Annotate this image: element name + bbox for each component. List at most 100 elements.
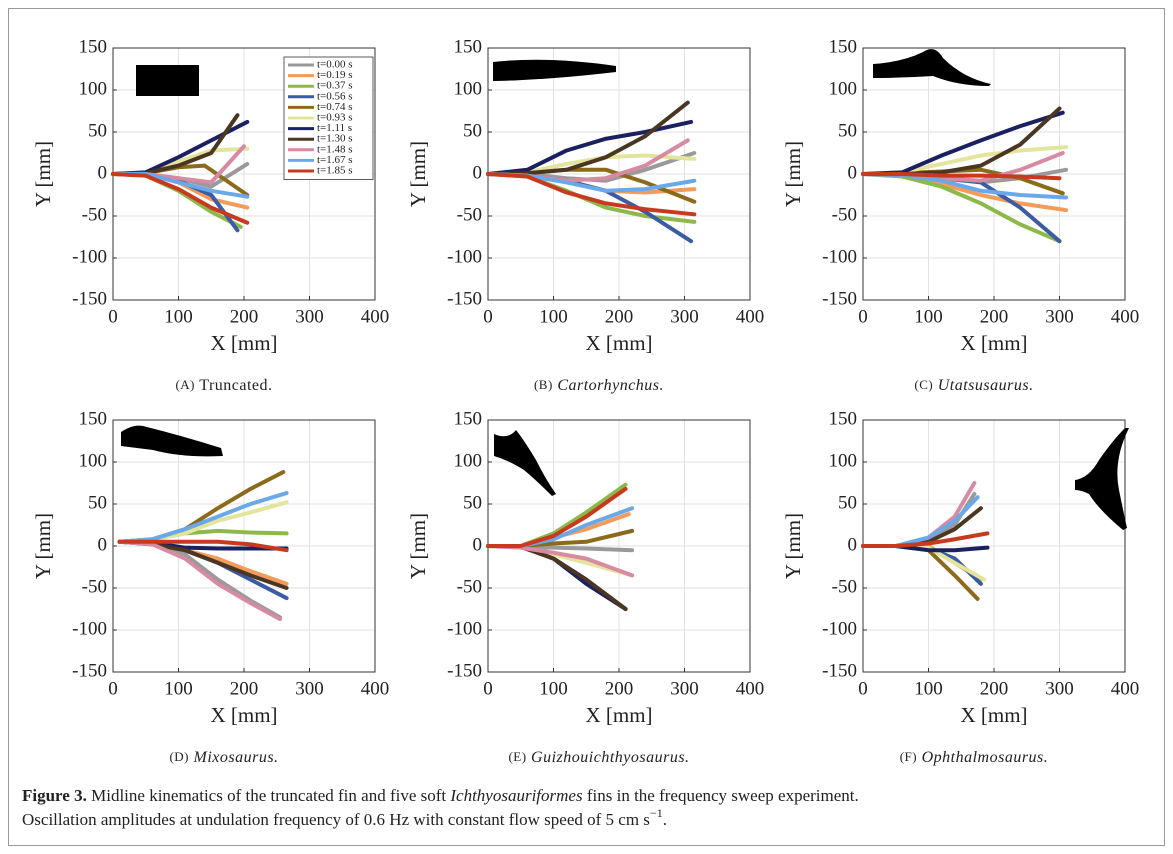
y-axis-label: Y [mm] [406, 141, 430, 207]
legend-label: t=0.37 s [317, 80, 353, 92]
caption-text: fins in the frequency sweep experiment. [583, 786, 859, 805]
x-tick-label: 200 [605, 678, 634, 699]
series-line [111, 113, 240, 176]
caption-text: . [663, 810, 667, 829]
subcaption: (D) Mixosaurus. [169, 749, 278, 766]
y-tick-label: -50 [82, 204, 107, 225]
x-tick-label: 400 [1111, 678, 1140, 699]
legend-label: t=0.00 s [317, 59, 353, 71]
x-tick-label: 400 [736, 678, 765, 699]
series-line [486, 172, 694, 244]
fin-silhouette [873, 49, 991, 86]
y-tick-label: 150 [79, 36, 108, 57]
y-tick-label: 100 [79, 78, 108, 99]
panel-title: Guizhouichthyosaurus. [531, 749, 690, 766]
x-axis-label: X [mm] [210, 331, 277, 355]
x-tick-label: 400 [361, 678, 390, 699]
x-tick-label: 100 [914, 306, 943, 327]
panel-title: Ophthalmosaurus. [922, 749, 1049, 766]
x-axis-label: X [mm] [210, 703, 277, 727]
x-tick-label: 0 [483, 306, 493, 327]
fin-silhouette [121, 425, 223, 457]
x-axis-label: X [mm] [960, 331, 1027, 355]
y-tick-label: -100 [72, 618, 107, 639]
panel-label: (A) [175, 377, 195, 392]
x-tick-label: 300 [670, 306, 699, 327]
fin-silhouette [136, 65, 199, 96]
y-tick-label: 100 [829, 450, 858, 471]
panel: 0 100 200 300 400 -150 -100 -50 0 50 100 150 X [mm] Y… [31, 36, 389, 393]
x-tick-label: 400 [1111, 306, 1140, 327]
y-tick-label: 0 [473, 162, 483, 183]
legend-label: t=1.85 s [317, 165, 353, 177]
y-tick-label: 50 [463, 492, 482, 513]
x-tick-label: 400 [361, 306, 390, 327]
fin-silhouette [493, 59, 616, 81]
x-tick-label: 100 [539, 678, 568, 699]
y-tick-label: -150 [447, 660, 482, 681]
y-tick-label: 0 [848, 162, 858, 183]
x-tick-label: 300 [1045, 306, 1074, 327]
y-tick-label: 0 [848, 534, 858, 555]
x-tick-label: 200 [230, 306, 259, 327]
x-tick-label: 0 [108, 306, 118, 327]
fin-silhouette [494, 430, 556, 496]
y-tick-label: 100 [79, 450, 108, 471]
x-tick-label: 300 [295, 678, 324, 699]
series-line [861, 544, 980, 601]
y-tick-label: 150 [829, 408, 858, 429]
y-axis-label: Y [mm] [406, 513, 430, 579]
panel-label: (D) [169, 749, 189, 764]
caption-superscript: −1 [650, 806, 663, 820]
x-tick-label: 200 [230, 678, 259, 699]
panel-label: (C) [914, 377, 933, 392]
y-tick-label: -50 [457, 204, 482, 225]
series-line [486, 172, 697, 217]
x-tick-label: 200 [980, 306, 1009, 327]
legend-label: t=1.67 s [317, 154, 353, 166]
panel-title: Mixosaurus. [192, 749, 278, 766]
series-line [861, 531, 990, 548]
y-tick-label: -100 [72, 246, 107, 267]
series-line [861, 481, 977, 548]
x-tick-label: 100 [914, 678, 943, 699]
series-line [111, 172, 250, 225]
y-tick-label: 150 [829, 36, 858, 57]
legend: t=0.00 st=0.19 st=0.37 st=0.56 st=0.74 s… [283, 56, 374, 180]
series-line [117, 491, 289, 544]
legend-label: t=0.93 s [317, 112, 353, 124]
y-tick-label: -50 [832, 204, 857, 225]
y-axis-label: Y [mm] [781, 141, 805, 207]
series-line [117, 539, 289, 553]
legend-label: t=0.74 s [317, 101, 353, 113]
y-tick-label: 150 [79, 408, 108, 429]
x-axis-label: X [mm] [585, 331, 652, 355]
subcaption: (F) Ophthalmosaurus. [900, 749, 1049, 766]
y-tick-label: 0 [98, 534, 108, 555]
panel: 0 100 200 300 400 -150 -100 -50 0 50 100 150 X [mm] Y… [406, 36, 764, 393]
legend-label: t=1.48 s [317, 143, 353, 155]
y-tick-label: 0 [98, 162, 108, 183]
x-tick-label: 300 [670, 678, 699, 699]
x-tick-label: 300 [295, 306, 324, 327]
panel-title: Cartorhynchus. [557, 377, 664, 394]
y-axis-label: Y [mm] [31, 141, 55, 207]
x-axis-label: X [mm] [585, 703, 652, 727]
plot-frame [112, 419, 376, 673]
y-tick-label: 150 [454, 36, 483, 57]
series-line [861, 544, 983, 586]
y-axis-label: Y [mm] [31, 513, 55, 579]
caption-text: Oscillation amplitudes at undulation fre… [22, 810, 650, 829]
y-tick-label: -100 [822, 246, 857, 267]
y-tick-label: -150 [72, 660, 107, 681]
y-tick-label: -100 [447, 618, 482, 639]
x-tick-label: 100 [539, 306, 568, 327]
y-tick-label: 100 [829, 78, 858, 99]
panel-title: Truncated. [199, 377, 272, 394]
panel-label: (E) [508, 749, 526, 764]
y-tick-label: 150 [454, 408, 483, 429]
y-tick-label: 50 [838, 492, 857, 513]
caption-text: Midline kinematics of the truncated fin … [91, 786, 450, 805]
x-tick-label: 0 [858, 306, 868, 327]
